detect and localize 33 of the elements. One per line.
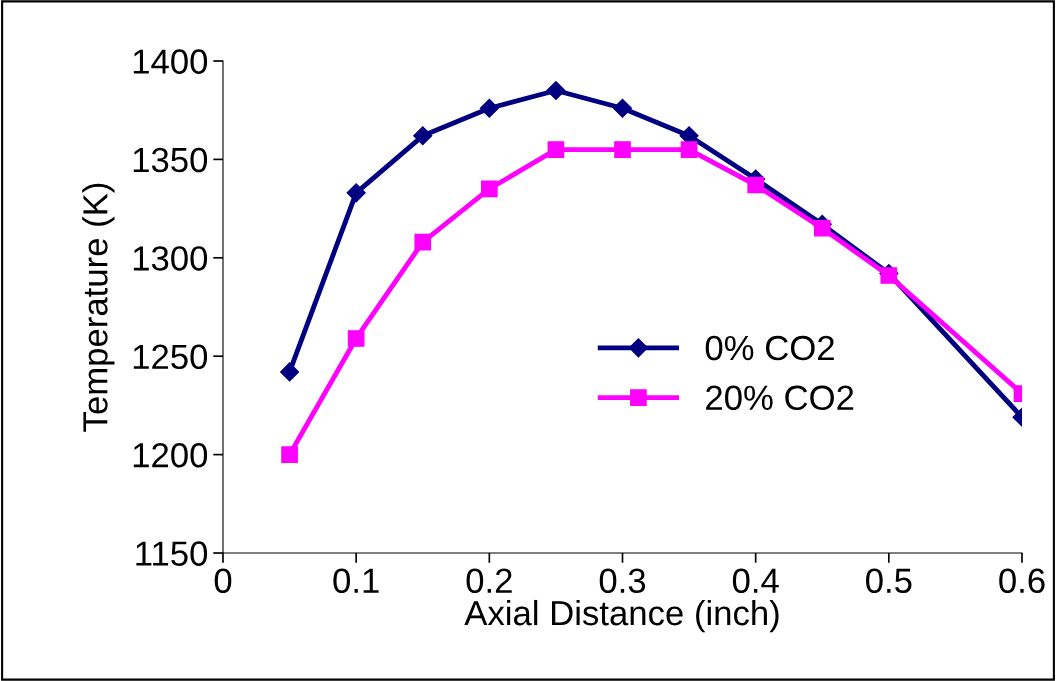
y-axis-title: Temperature (K) [82, 183, 115, 432]
y-tick-label: 1250 [133, 344, 208, 370]
point [479, 98, 499, 118]
point [480, 180, 498, 198]
x-tick-label: 0.3 [599, 568, 646, 594]
point [680, 141, 698, 158]
x-tick-label: 0.1 [333, 568, 379, 594]
point [280, 362, 300, 382]
point [281, 446, 298, 463]
point [546, 80, 566, 101]
y-tick-label: 1400 [133, 49, 208, 74]
point [747, 176, 765, 194]
point [813, 219, 831, 237]
point [547, 141, 565, 158]
point [414, 233, 432, 251]
x-tick-label: 0.5 [866, 568, 912, 594]
point [880, 267, 898, 284]
y-tick-label: 1300 [133, 246, 208, 271]
x-tick-label: 0.4 [732, 568, 779, 594]
x-tick-label: 0.6 [999, 568, 1045, 594]
point [346, 183, 366, 203]
y-tick-label: 1350 [133, 147, 208, 173]
x-axis-title: Axial Distance (inch) [464, 599, 779, 633]
x-tick-label: 0 [214, 568, 232, 594]
y-tick-label: 1200 [133, 442, 208, 468]
x-tick-label: 0.2 [466, 568, 512, 594]
point [347, 330, 365, 347]
point [614, 141, 631, 158]
legend-label: 20% CO2 [706, 385, 854, 411]
point [413, 126, 433, 146]
legend-label: 0% CO2 [705, 335, 834, 361]
y-tick-label: 1150 [136, 541, 208, 566]
point [612, 98, 633, 118]
